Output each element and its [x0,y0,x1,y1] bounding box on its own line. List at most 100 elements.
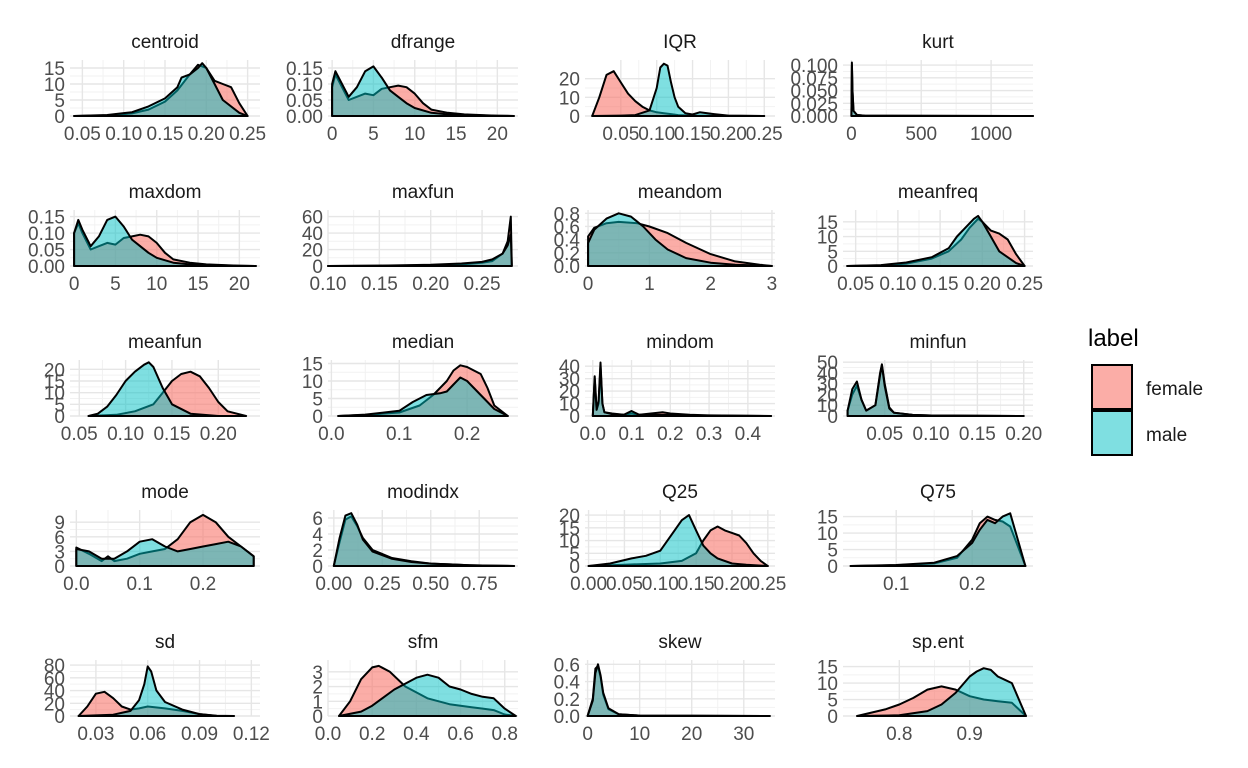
y-tick-label: 0.10 [28,224,65,245]
x-tick-label: 0.1 [386,424,412,445]
x-tick-label: 0.09 [181,724,218,745]
density-male [75,538,255,567]
y-tick-label: 5 [54,395,65,416]
x-tick-label: 0.2 [359,724,385,745]
x-tick-label: 0.20 [188,124,225,145]
x-tick-label: 0.1 [126,574,152,595]
density-male [856,667,1027,717]
x-tick-label: 0.20 [964,274,1001,295]
x-tick-label: 0.15 [674,124,711,145]
y-tick-label: 0.00 [286,107,323,128]
x-tick-label: 0.10 [913,424,950,445]
x-tick-label: 0.25 [229,124,266,145]
x-tick-label: 0 [582,724,593,745]
legend-title: label [1088,325,1139,352]
panel-title: maxdom [129,182,202,203]
x-tick-label: 0.2 [959,574,985,595]
x-tick-label: 0.05 [602,124,639,145]
x-tick-label: 0.4 [403,724,430,745]
panel-maxdom: 0 5 10 15 20 0.000.050.100.15 maxdom [28,182,260,295]
y-tick-label: 0 [827,707,838,728]
y-tick-label: 60 [44,669,65,690]
density-male [846,364,1025,417]
x-tick-label: 0.8 [492,724,518,745]
panel-title: sp.ent [912,632,964,653]
density-male [73,62,249,117]
x-tick-label: 1000 [970,124,1012,145]
y-tick-label: 20 [44,360,65,381]
y-tick-label: 0.8 [554,204,580,225]
panel-title: meandom [638,182,723,203]
y-tick-label: 0.050 [790,82,838,103]
x-tick-label: 0.05 [61,424,98,445]
panel-title: maxfun [392,182,454,203]
y-tick-label: 3 [312,663,323,684]
density-male [849,512,1027,567]
x-tick-label: 0.4 [735,424,762,445]
y-tick-label: 2 [312,678,323,699]
x-tick-label: 0.20 [412,274,449,295]
x-tick-label: 0.25 [364,574,401,595]
y-tick-label: 20 [817,385,838,406]
y-tick-label: 5 [827,691,838,712]
panel-title: centroid [131,32,199,53]
y-tick-label: 10 [559,395,580,416]
y-tick-label: 10 [817,674,838,695]
y-tick-label: 10 [559,532,580,553]
y-tick-label: 0.4 [554,231,581,252]
y-tick-label: 0.0 [554,257,580,278]
density-male [327,233,513,267]
y-tick-label: 50 [817,353,838,374]
y-tick-label: 30 [559,370,580,391]
density-female [850,61,1034,117]
y-tick-label: 10 [302,372,323,393]
density-male [338,673,517,717]
legend-key-male [1091,410,1133,456]
y-tick-label: 0 [54,707,65,728]
y-tick-label: 0 [54,107,65,128]
density-female [586,665,771,717]
panel-title: skew [658,632,702,653]
x-tick-label: 0 [69,274,80,295]
y-tick-label: 40 [817,364,838,385]
y-tick-label: 10 [817,396,838,417]
y-tick-label: 1 [312,692,323,713]
x-tick-label: 0.00 [570,574,607,595]
panel-title: minfun [909,332,966,353]
x-tick-label: 0.2 [190,574,216,595]
x-tick-label: 10 [404,124,425,145]
x-tick-label: 0.15 [147,124,184,145]
x-tick-label: 0.6 [447,724,473,745]
legend: label female male [1088,325,1203,456]
y-tick-label: 0.6 [554,655,580,676]
y-tick-label: 5 [827,541,838,562]
y-tick-label: 20 [559,382,580,403]
x-tick-label: 0.2 [454,424,480,445]
legend-key-female [1091,364,1133,410]
y-tick-label: 20 [559,506,580,527]
density-male [587,514,769,567]
x-tick-label: 0.12 [233,724,270,745]
x-tick-label: 0.2 [657,424,683,445]
y-tick-label: 0 [569,557,580,578]
y-tick-label: 0.00 [28,257,65,278]
x-tick-label: 0.9 [956,724,982,745]
x-tick-label: 0.20 [713,574,750,595]
y-tick-label: 0 [827,257,838,278]
x-tick-label: 0.1 [618,424,644,445]
x-tick-label: 0.20 [710,124,747,145]
x-tick-label: 0.10 [105,124,142,145]
density-male [591,62,766,117]
density-male [73,215,257,267]
density-male [591,361,773,417]
x-tick-label: 0.15 [678,574,715,595]
y-tick-label: 40 [44,682,65,703]
x-tick-label: 0 [846,124,857,145]
x-tick-label: 20 [487,124,508,145]
y-tick-label: 0 [569,107,580,128]
y-tick-label: 15 [817,658,838,679]
